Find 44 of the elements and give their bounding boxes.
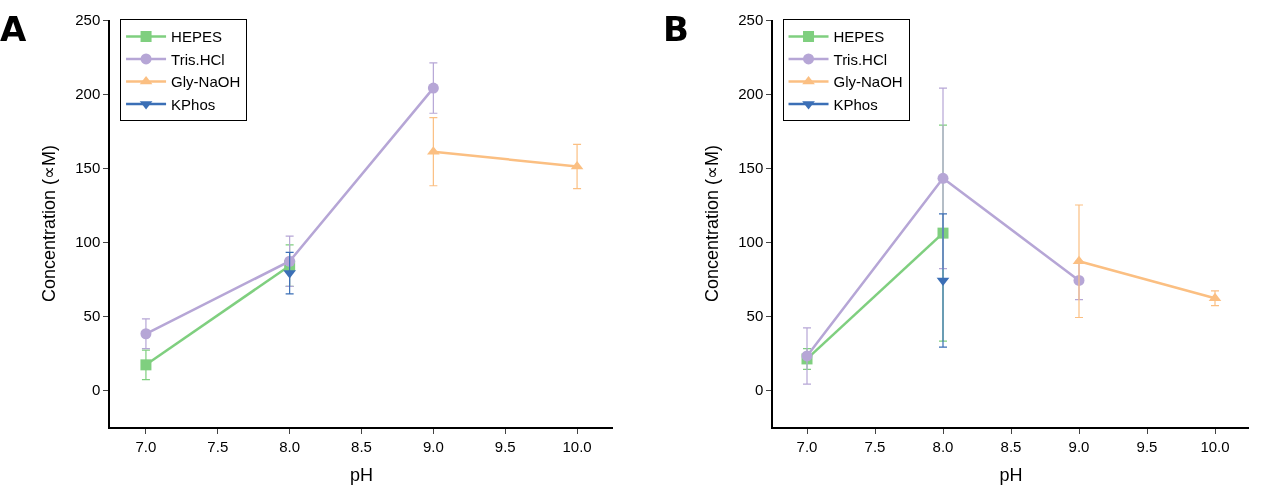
x-tick-label: 7.0 [135,437,157,455]
y-tick-label: 150 [738,159,764,177]
y-axis-title: Concentration (∝M) [701,144,722,303]
point [140,328,152,340]
x-tick-label: 9.5 [494,437,516,455]
x-tick-label: 9.0 [1068,437,1090,455]
x-tick-label: 8.0 [932,437,954,455]
y-tick-label: 50 [83,307,101,325]
x-tick-label: 10.0 [562,437,592,455]
x-tick-label: 10.0 [1200,437,1230,455]
y-tick-label: 50 [746,307,764,325]
y-axis-title: Concentration (∝M) [38,144,59,303]
x-tick-label: 8.0 [279,437,301,455]
y-tick-label: 100 [738,233,764,251]
y-tick-label: 100 [75,233,101,251]
text: A [0,9,27,49]
legend-label: HEPES [833,28,885,46]
text: B [663,9,689,49]
y-tick-label: 250 [75,11,101,29]
x-tick-label: 8.5 [1000,437,1022,455]
y-tick-label: 200 [75,85,101,103]
x-tick-label: 7.5 [864,437,886,455]
y-tick-label: 150 [75,159,101,177]
y-tick-label: 0 [754,381,764,399]
x-axis-title: pH [349,465,374,486]
legend-label: Tris.HCl [833,50,888,68]
legend-label: HEPES [171,28,222,46]
legend-label: Gly-NaOH [171,73,241,91]
point [427,82,439,94]
y-tick-label: 0 [91,381,101,399]
x-tick-label: 9.0 [422,437,444,455]
point [937,172,949,184]
legend-label: Tris.HCl [171,50,225,68]
x-tick-label: 7.0 [796,437,818,455]
x-tick-label: 7.5 [207,437,229,455]
point [140,359,152,371]
legend-label: KPhos [171,95,216,113]
y-tick-label: 200 [738,85,764,103]
y-tick-label: 250 [738,11,764,29]
legend-label: KPhos [833,95,878,113]
x-tick-label: 8.5 [351,437,372,455]
x-tick-label: 9.5 [1136,437,1158,455]
legend-label: Gly-NaOH [833,73,903,91]
x-axis-title: pH [999,465,1023,486]
